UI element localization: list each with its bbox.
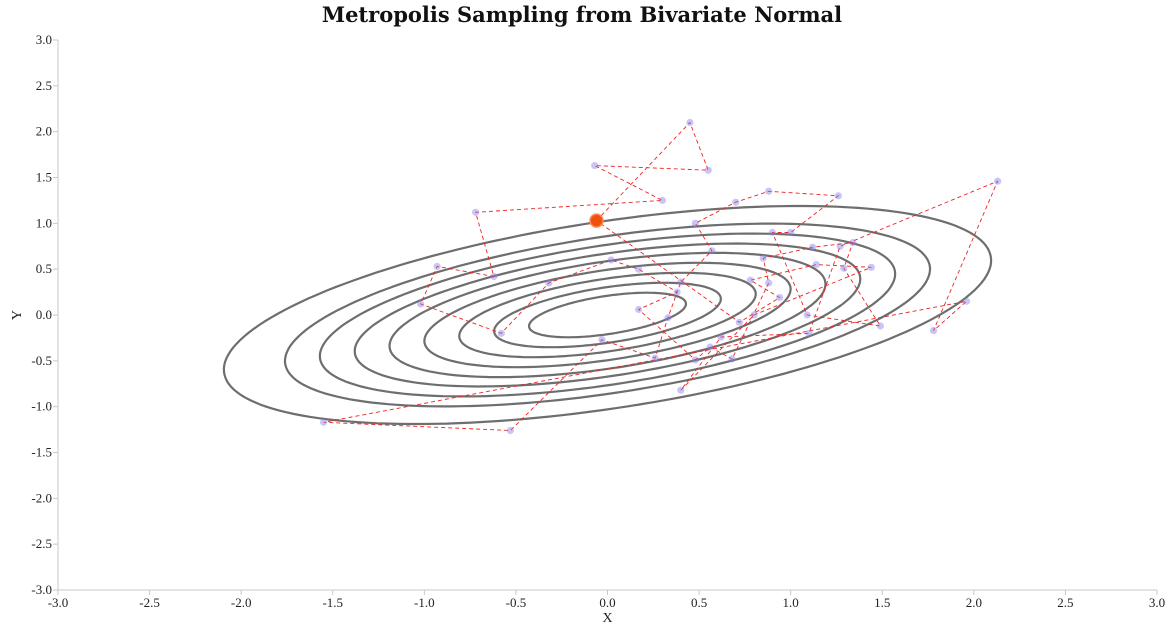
- sample-point: [728, 355, 736, 363]
- x-tick-label: 0.0: [599, 595, 615, 610]
- contour-ellipse: [283, 222, 932, 408]
- sample-point: [677, 278, 685, 286]
- sample-point: [319, 418, 328, 426]
- x-tick-label: -3.0: [48, 595, 69, 610]
- sample-point: [635, 265, 643, 273]
- chain-trace-line: [323, 121, 999, 431]
- y-tick-label: 0.5: [36, 261, 52, 276]
- sample-point: [765, 187, 773, 195]
- sample-point: [735, 318, 743, 326]
- sample-point: [750, 311, 758, 319]
- sample-point: [598, 336, 606, 344]
- trace-group: [323, 121, 999, 431]
- sample-point: [812, 260, 820, 269]
- contour-ellipse: [527, 291, 688, 339]
- sample-point: [787, 228, 795, 237]
- sample-point: [803, 311, 811, 319]
- contour-ellipse: [222, 204, 993, 426]
- contour-ellipse: [493, 281, 722, 349]
- axes-group: -3.0 -2.5 -2.0 -1.5 -1.0 -0.5 0.0 0.5 1.0 1.5 2.0 2…: [31, 32, 1165, 610]
- y-ticks: 3.0 2.5 2.0 1.5 1.0 0.5 0.0 -0.5 -1.0 -1.5 -2.0 -2.…: [31, 32, 58, 597]
- y-tick-label: 2.5: [36, 78, 52, 93]
- y-tick-label: 2.0: [36, 124, 52, 139]
- sample-point: [704, 166, 712, 174]
- sample-point: [867, 263, 875, 271]
- sample-point: [776, 293, 784, 302]
- contour-ellipse: [318, 232, 897, 398]
- y-axis-label: Y: [10, 310, 25, 320]
- sample-point: [805, 329, 813, 337]
- y-tick-label: -1.0: [31, 399, 52, 414]
- contour-ellipse: [423, 261, 792, 369]
- current-point-marker: [589, 213, 604, 228]
- x-tick-label: 1.5: [874, 595, 890, 610]
- sample-point: [962, 297, 971, 305]
- x-axis-label: X: [602, 611, 612, 626]
- sample-point: [708, 247, 716, 255]
- sample-point: [673, 288, 681, 296]
- sample-point: [765, 279, 773, 287]
- sample-point: [759, 254, 767, 262]
- sample-point: [732, 198, 740, 206]
- sample-point: [591, 161, 599, 170]
- x-tick-label: -1.5: [322, 595, 343, 610]
- sample-point: [691, 219, 700, 227]
- x-tick-label: -0.5: [506, 595, 527, 610]
- sample-point: [834, 192, 842, 200]
- x-tick-label: 0.5: [691, 595, 707, 610]
- sample-point: [809, 243, 817, 251]
- x-tick-label: 1.0: [783, 595, 799, 610]
- x-tick-label: 2.0: [966, 595, 982, 610]
- sample-point: [686, 118, 694, 127]
- contour-ellipse: [388, 251, 827, 379]
- contour-ellipse: [353, 242, 862, 388]
- sample-point: [607, 256, 615, 264]
- sample-points-group: [319, 118, 1002, 435]
- x-tick-label: -2.0: [231, 595, 252, 610]
- sample-point: [691, 356, 700, 364]
- x-tick-label: -2.5: [139, 595, 160, 610]
- sample-point: [717, 333, 725, 341]
- sample-point: [677, 386, 685, 394]
- sample-point: [490, 272, 498, 281]
- sample-point: [417, 300, 425, 308]
- x-ticks: -3.0 -2.5 -2.0 -1.5 -1.0 -0.5 0.0 0.5 1.0 1.5 2.0 2…: [48, 590, 1165, 610]
- y-tick-label: -2.0: [31, 490, 52, 505]
- sample-point: [876, 322, 885, 330]
- sample-point: [651, 354, 659, 362]
- y-tick-label: 3.0: [36, 32, 52, 47]
- sample-point: [433, 262, 441, 271]
- y-tick-label: -1.5: [31, 445, 52, 460]
- sample-point: [994, 177, 1002, 185]
- y-tick-label: 1.0: [36, 215, 52, 230]
- x-tick-label: -1.0: [414, 595, 435, 610]
- y-tick-label: -3.0: [31, 582, 52, 597]
- y-tick-label: -2.5: [31, 536, 52, 551]
- sample-point: [746, 276, 754, 284]
- y-tick-label: 1.5: [36, 170, 52, 185]
- contour-group: [222, 204, 993, 426]
- sample-point: [768, 228, 776, 237]
- sample-point: [929, 326, 938, 335]
- sample-point: [840, 264, 848, 272]
- contour-ellipse: [458, 271, 757, 359]
- sample-point: [635, 305, 643, 314]
- sample-point: [836, 242, 844, 250]
- sample-point: [506, 426, 515, 435]
- chart-title: Metropolis Sampling from Bivariate Norma…: [322, 2, 842, 27]
- x-tick-label: 3.0: [1149, 595, 1165, 610]
- sample-point: [664, 314, 672, 322]
- sample-point: [545, 279, 553, 287]
- sample-point: [706, 343, 714, 351]
- x-tick-label: 2.5: [1057, 595, 1073, 610]
- sample-point: [658, 196, 667, 205]
- y-tick-label: -0.5: [31, 353, 52, 368]
- sample-point: [472, 208, 480, 216]
- sample-point: [497, 329, 505, 337]
- y-tick-label: 0.0: [36, 307, 52, 322]
- sample-point: [849, 238, 857, 247]
